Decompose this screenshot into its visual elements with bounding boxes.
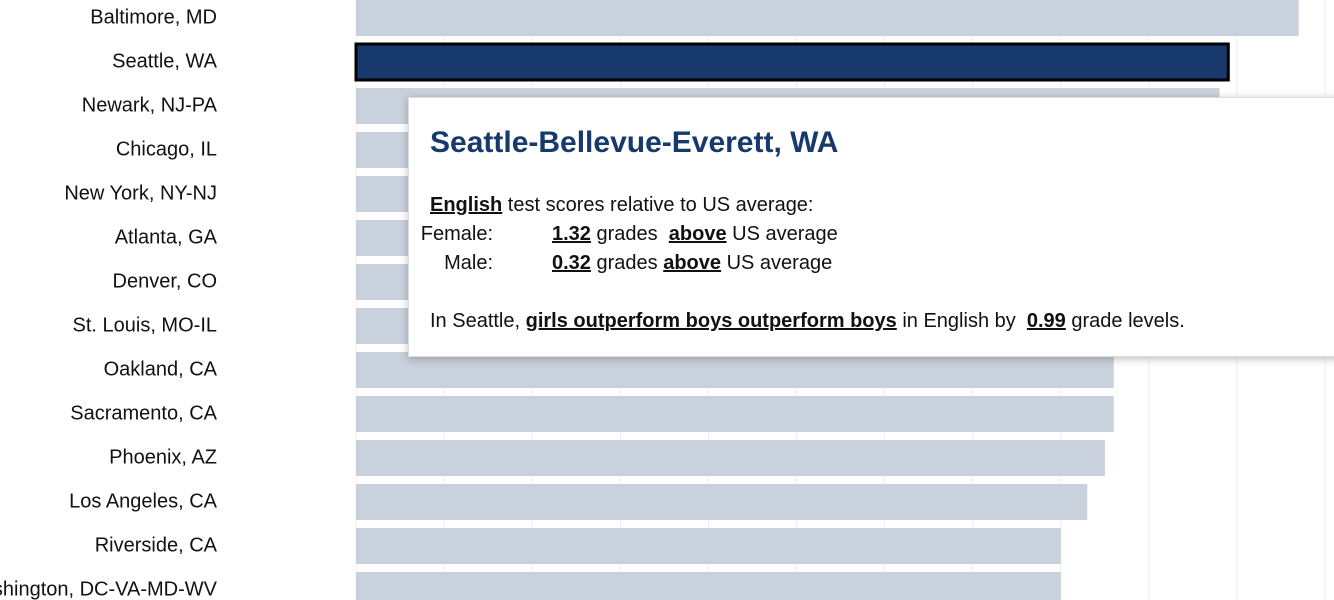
row: Female: 1.32 grades above US average xyxy=(409,223,838,246)
summary-prefix: In Seattle, xyxy=(430,310,521,332)
intro: English test scores relative to US avera… xyxy=(430,194,814,217)
intro-text: test scores relative to US average: xyxy=(507,194,814,216)
summary-value: 0.99 xyxy=(1026,310,1066,332)
row-reference: US average xyxy=(732,223,838,245)
row-label: Female: xyxy=(420,223,493,245)
row-direction: above xyxy=(663,252,722,274)
y-tick-label: Newark, NJ-PA xyxy=(82,94,218,116)
bar xyxy=(356,440,1105,476)
y-tick-label: Atlanta, GA xyxy=(115,226,218,248)
row-value: 1.32 xyxy=(552,223,591,245)
row-reference: US average xyxy=(726,252,833,274)
y-tick-label: Seattle, WA xyxy=(112,50,218,72)
summary-middle: in English by xyxy=(902,310,1016,332)
summary-emphasis: girls outperform boys outperform boys xyxy=(525,310,897,332)
y-tick-label: Riverside, CA xyxy=(95,534,218,556)
bar xyxy=(356,396,1114,432)
bar xyxy=(356,484,1088,520)
bar xyxy=(356,0,1299,36)
row-direction: above xyxy=(668,223,727,245)
y-tick-label: St. Louis, MO-IL xyxy=(73,314,218,336)
row: Male: 0.32 grades above US average xyxy=(409,252,832,275)
y-tick-label: Sacramento, CA xyxy=(70,402,217,424)
y-tick-label: Baltimore, MD xyxy=(90,6,217,28)
y-tick-label: Los Angeles, CA xyxy=(69,490,218,512)
row-value: 0.32 xyxy=(552,252,591,274)
tooltip-title: Seattle-Bellevue-Everett, WA xyxy=(430,126,839,159)
y-tick-label: New York, NY-NJ xyxy=(64,182,217,204)
summary: In Seattle, girls outperform boys outper… xyxy=(430,310,1185,333)
bar xyxy=(356,572,1061,600)
y-tick-label: Denver, CO xyxy=(113,270,217,292)
row-unit: grades xyxy=(596,252,658,274)
y-tick-label: Chicago, IL xyxy=(116,138,217,160)
y-tick-label: Washington, DC-VA-MD-WV xyxy=(0,578,218,600)
row-label: Male: xyxy=(444,252,493,274)
summary-suffix: grade levels. xyxy=(1071,310,1185,332)
bar xyxy=(356,528,1061,564)
y-tick-label: Oakland, CA xyxy=(104,358,218,380)
subject: English xyxy=(430,194,503,216)
y-tick-label: Phoenix, AZ xyxy=(109,446,217,468)
bar xyxy=(354,42,1230,82)
bar xyxy=(356,352,1114,388)
row-unit: grades xyxy=(596,223,658,245)
tooltip: Seattle-Bellevue-Everett, WA English tes… xyxy=(408,97,1334,357)
